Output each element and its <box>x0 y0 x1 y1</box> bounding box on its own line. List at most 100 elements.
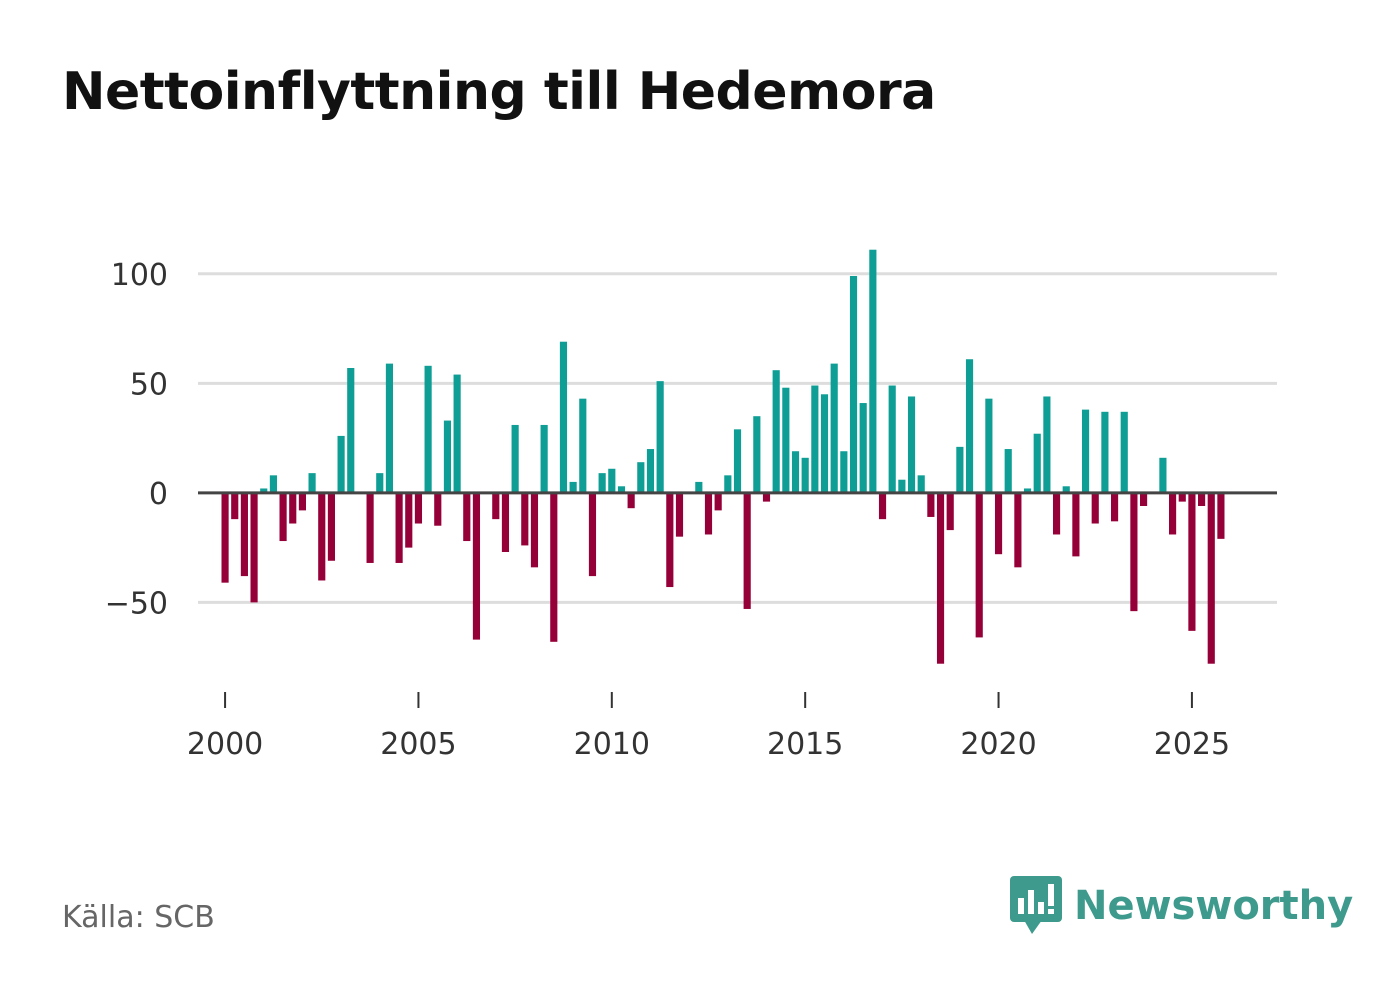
bar <box>1081 409 1090 493</box>
bar <box>308 473 316 493</box>
bar <box>1043 396 1051 493</box>
bar <box>279 492 287 542</box>
bar <box>956 446 964 493</box>
brand-logo: Newsworthy <box>1010 876 1353 936</box>
bar <box>927 492 935 517</box>
bar <box>492 492 500 520</box>
bar <box>1130 492 1138 612</box>
bar <box>1198 492 1206 506</box>
bar <box>569 481 577 493</box>
bar <box>424 365 432 493</box>
bar <box>733 429 742 493</box>
bar <box>511 424 519 493</box>
bar <box>376 473 384 493</box>
bar <box>540 424 548 493</box>
bar <box>1052 492 1061 535</box>
bar <box>1110 492 1119 522</box>
bar <box>240 492 248 577</box>
bar <box>704 492 713 535</box>
bar <box>598 473 606 493</box>
bar <box>801 457 809 493</box>
bar <box>463 492 471 542</box>
bar <box>405 492 413 548</box>
bar <box>878 492 887 520</box>
bar-chart: 100 50 0 −50 2000 2005 2010 2015 2020 2025 <box>105 249 1277 762</box>
bar <box>637 462 645 493</box>
x-tick-label: 2010 <box>574 727 650 762</box>
bar <box>772 370 780 493</box>
bar <box>521 492 529 546</box>
bar <box>1033 433 1041 493</box>
bar <box>994 492 1003 555</box>
gridlines <box>198 272 1277 604</box>
bar <box>1091 492 1099 524</box>
bar <box>298 492 306 511</box>
bar <box>724 475 732 493</box>
bar <box>675 492 684 537</box>
bar <box>395 492 403 563</box>
bar <box>434 492 442 526</box>
bar <box>443 420 452 493</box>
bar <box>695 481 703 493</box>
bar <box>714 492 722 511</box>
bar <box>559 341 568 493</box>
bar <box>1004 449 1012 493</box>
bar <box>327 492 336 561</box>
brand-name: Newsworthy <box>1074 883 1354 929</box>
bar <box>888 385 896 493</box>
bar <box>1014 492 1022 568</box>
bar <box>337 435 345 493</box>
bar <box>366 492 374 563</box>
newsworthy-logo-icon <box>1010 876 1062 934</box>
bar <box>811 385 819 493</box>
bar <box>869 249 877 493</box>
bar <box>936 492 945 664</box>
bar <box>753 416 761 493</box>
bar <box>530 492 539 568</box>
x-tick-label: 2025 <box>1154 727 1230 762</box>
bar <box>743 492 751 609</box>
bar <box>965 359 974 493</box>
bar <box>1101 411 1109 493</box>
bar <box>666 492 674 588</box>
bar <box>289 492 297 524</box>
bar <box>646 449 655 493</box>
y-tick-label: 50 <box>130 367 168 402</box>
bar <box>550 492 558 642</box>
bar <box>898 479 906 493</box>
bar <box>1062 486 1070 493</box>
bar <box>453 374 461 493</box>
x-tick-label: 2005 <box>380 727 456 762</box>
bar <box>985 398 993 493</box>
bar <box>318 492 326 581</box>
bars <box>221 249 1225 664</box>
bar <box>1072 492 1080 557</box>
bar <box>820 394 829 493</box>
bar <box>231 492 239 520</box>
bar <box>782 387 790 493</box>
x-tick-label: 2015 <box>767 727 843 762</box>
y-tick-label: −50 <box>105 586 168 621</box>
bar <box>859 403 867 493</box>
bar <box>840 451 848 493</box>
bar <box>1169 492 1177 535</box>
bar <box>588 492 597 577</box>
axes: 100 50 0 −50 2000 2005 2010 2015 2020 2025 <box>105 258 1277 762</box>
bar <box>1188 492 1196 631</box>
bar <box>791 451 800 493</box>
bar <box>627 492 635 509</box>
bar <box>946 492 954 531</box>
bar <box>501 492 510 552</box>
bar <box>762 492 771 502</box>
bar <box>1207 492 1215 664</box>
bar <box>221 492 229 583</box>
bar <box>608 468 616 493</box>
bar <box>414 492 423 524</box>
bar <box>260 488 268 493</box>
x-tick-label: 2020 <box>960 727 1036 762</box>
bar <box>1139 492 1148 506</box>
bar <box>472 492 481 640</box>
bar <box>269 475 277 493</box>
y-tick-label: 0 <box>149 477 168 512</box>
bar <box>250 492 258 603</box>
